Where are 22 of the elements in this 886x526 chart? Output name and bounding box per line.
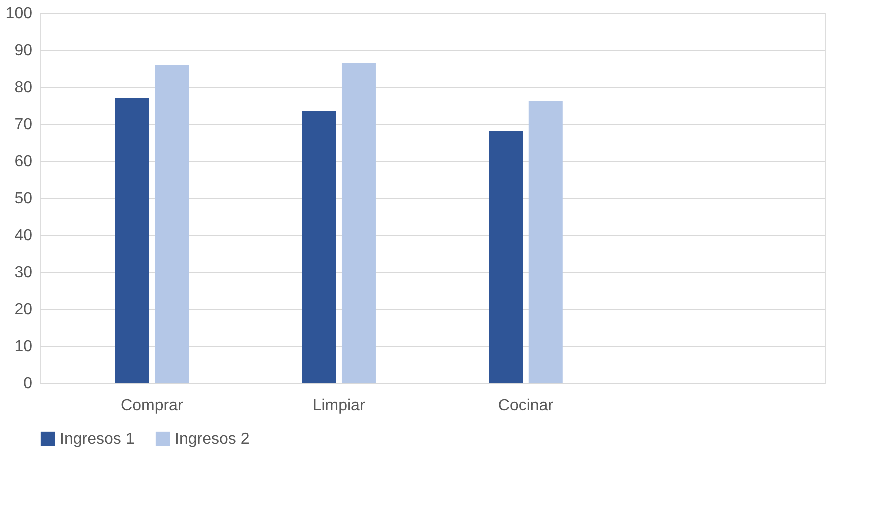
x-tick-label: Cocinar bbox=[498, 398, 554, 414]
y-tick-label: 80 bbox=[14, 80, 33, 96]
y-tick-label: 100 bbox=[6, 6, 33, 22]
legend-label: Ingresos 1 bbox=[60, 431, 135, 448]
bar bbox=[302, 111, 336, 383]
bar bbox=[155, 66, 190, 383]
y-tick-label: 50 bbox=[14, 190, 33, 208]
y-tick-label: 30 bbox=[14, 264, 33, 282]
x-tick-label: Comprar bbox=[121, 398, 184, 414]
y-tick-label: 60 bbox=[14, 154, 33, 170]
y-tick-label: 0 bbox=[24, 376, 33, 392]
y-tick-label: 10 bbox=[14, 338, 33, 356]
bar bbox=[528, 101, 563, 383]
y-tick-label: 90 bbox=[14, 42, 33, 60]
y-tick-label: 20 bbox=[14, 302, 33, 318]
bar bbox=[489, 131, 524, 383]
legend-label: Ingresos 2 bbox=[175, 431, 250, 448]
y-tick-label: 40 bbox=[14, 228, 33, 244]
x-tick-label: Limpiar bbox=[312, 398, 366, 414]
bar bbox=[115, 98, 150, 383]
y-tick-label: 70 bbox=[14, 116, 33, 134]
bar bbox=[342, 62, 376, 383]
